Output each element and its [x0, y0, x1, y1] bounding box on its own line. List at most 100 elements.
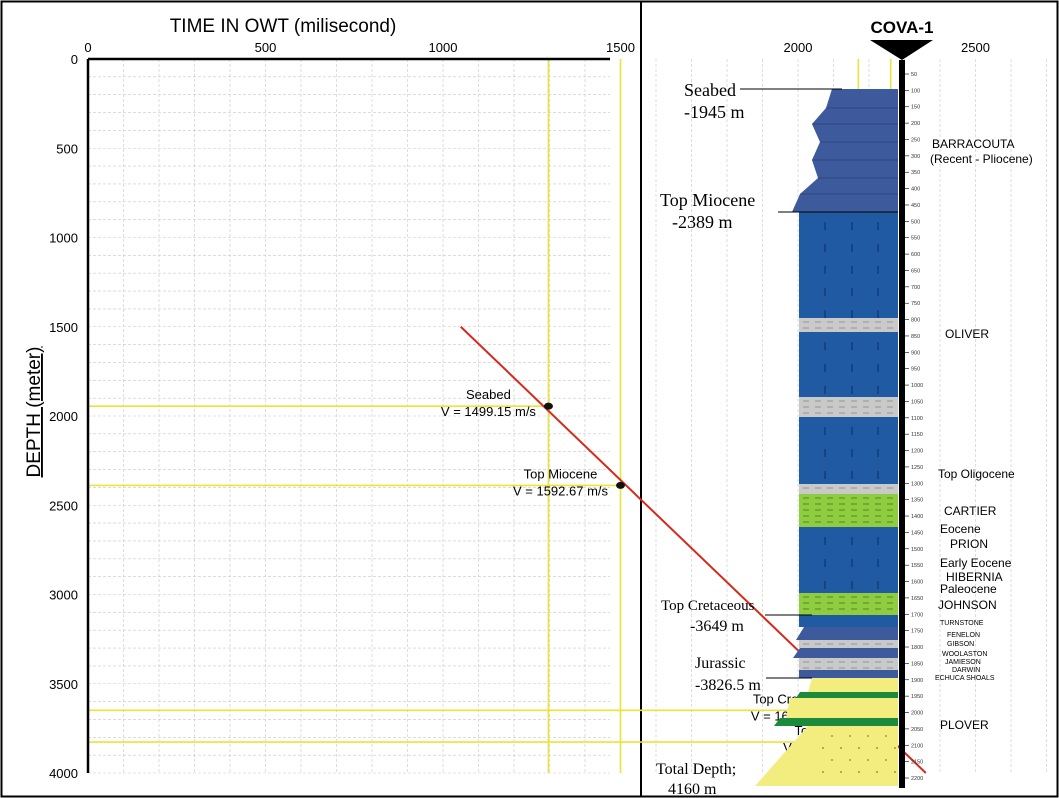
depth-tick-label: 450	[911, 203, 920, 209]
marker-jurassic-name: Jurassic	[695, 655, 746, 672]
lithology-dot	[858, 747, 860, 749]
formation-plover: PLOVER	[940, 718, 989, 732]
depth-tick-label: 1000	[911, 383, 923, 389]
depth-tick-label: 800	[911, 318, 920, 324]
depth-tick-label: 100	[911, 88, 920, 94]
lithology-dot	[885, 759, 887, 761]
x-tick-labels: 0 500 1000 1500 2000 2500	[84, 40, 990, 55]
depth-tick-label: 950	[911, 367, 920, 373]
depth-tick-label: 1650	[911, 596, 923, 602]
johnson-unit	[799, 593, 898, 615]
lithology-dot	[840, 747, 842, 749]
horizon-marker-jurassic: Jurassic -3826.5 m	[695, 655, 812, 694]
x-tick-label: 0	[84, 40, 91, 55]
lithology-dot	[885, 735, 887, 737]
formation-hibernia: HIBERNIA	[946, 570, 1003, 584]
grey-band-2	[799, 397, 898, 417]
depth-tick-label: 1800	[911, 645, 923, 651]
point-name-label: Top Miocene	[524, 466, 598, 481]
formation-gibson: GIBSON	[947, 641, 974, 648]
formation-jamieson: JAMIESON	[945, 659, 981, 666]
y-tick-labels: 0 500 1000 1500 2000 2500 3000 3500 4000	[49, 52, 78, 781]
formation-barracouta-age: (Recent - Pliocene)	[930, 152, 1033, 166]
point-velocity-label: V = 1592.67 m/s	[513, 483, 609, 498]
formation-early-eocene: Early Eocene	[940, 556, 1012, 570]
depth-tick-label: 250	[911, 137, 920, 143]
marker-seabed-name: Seabed	[684, 80, 736, 100]
point-velocity-label: V = 1499.15 m/s	[441, 404, 537, 419]
plover-sand-1	[808, 678, 898, 692]
depth-tick-label: 2000	[911, 711, 923, 717]
depth-tick-label: 550	[911, 236, 920, 242]
formation-fenelon: FENELON	[947, 632, 980, 639]
lithology-dot	[894, 747, 896, 749]
formation-cartier: CARTIER	[944, 504, 997, 518]
depth-tick-label: 350	[911, 170, 920, 176]
grey-band-1	[799, 318, 898, 332]
prion-hibernia-unit	[799, 527, 898, 593]
depth-tick-label: 1600	[911, 580, 923, 586]
depth-tick-label: 1500	[911, 547, 923, 553]
x-tick-label: 1000	[429, 40, 458, 55]
x-tick-label: 2500	[961, 40, 990, 55]
depth-tick-label: 1300	[911, 481, 923, 487]
depth-tick-label: 1400	[911, 514, 923, 520]
depth-tick-label: 200	[911, 121, 920, 127]
y-tick-label: 0	[71, 52, 78, 67]
lithology-dot	[831, 735, 833, 737]
x-tick-label: 1500	[606, 40, 635, 55]
marker-jurassic-depth: -3826.5 m	[695, 677, 761, 694]
depth-tick-label: 2200	[911, 776, 923, 782]
plover-sand-3	[755, 726, 898, 786]
depth-tick-label: 400	[911, 187, 920, 193]
formation-johnson: JOHNSON	[938, 598, 997, 612]
plover-sand-2	[786, 698, 898, 718]
total-depth-line2: 4160 m	[668, 781, 717, 798]
depth-tick-label: 1550	[911, 563, 923, 569]
x-tick-label: 2000	[784, 40, 813, 55]
depth-tick-label: 650	[911, 268, 920, 274]
depth-tick-label: 1900	[911, 678, 923, 684]
y-tick-label: 1000	[49, 231, 78, 246]
depth-tick-label: 1200	[911, 449, 923, 455]
cova-1-column: COVA-1	[656, 18, 1033, 798]
lithology-dot	[858, 771, 860, 773]
formation-barracouta: BARRACOUTA	[932, 137, 1014, 151]
depth-tick-label: 150	[911, 105, 920, 111]
data-point	[616, 481, 625, 489]
plover-shale-1	[796, 692, 898, 698]
depth-tick-label: 2100	[911, 743, 923, 749]
marker-seabed-depth: -1945 m	[684, 102, 745, 122]
oliver-unit-lower	[799, 417, 898, 484]
lithology-dot	[867, 735, 869, 737]
y-axis-label: DEPTH (meter)	[24, 347, 45, 478]
formation-eocene: Eocene	[940, 522, 981, 536]
grey-band-3	[799, 484, 898, 494]
depth-tick-label: 2150	[911, 760, 923, 766]
woolaston-unit	[793, 648, 898, 658]
gibson-unit	[799, 640, 898, 648]
marker-miocene-depth: -2389 m	[672, 212, 733, 232]
turnstone-unit	[799, 615, 898, 627]
point-name-label: Seabed	[466, 387, 511, 402]
y-tick-label: 2000	[49, 409, 78, 424]
lithology-dot	[840, 771, 842, 773]
lithology-dot	[849, 735, 851, 737]
formation-labels: BARRACOUTA (Recent - Pliocene) OLIVER To…	[930, 137, 1033, 732]
depth-tick-label: 50	[911, 72, 917, 78]
marker-cretaceous-depth: -3649 m	[690, 618, 744, 635]
data-point	[543, 402, 553, 410]
total-depth-label: Total Depth; 4160 m	[656, 761, 736, 798]
formation-woolaston: WOOLASTON	[942, 651, 987, 658]
lithology-dot	[822, 771, 824, 773]
formation-paleocene: Paleocene	[940, 582, 997, 596]
depth-tick-label: 1950	[911, 694, 923, 700]
y-tick-label: 2500	[49, 498, 78, 513]
horizon-marker-seabed: Seabed -1945 m	[684, 80, 842, 122]
marker-cretaceous-name: Top Cretaceous	[661, 598, 755, 614]
depth-tick-label: 750	[911, 301, 920, 307]
depth-tick-label: 1700	[911, 612, 923, 618]
plover-shale-2	[774, 718, 898, 726]
